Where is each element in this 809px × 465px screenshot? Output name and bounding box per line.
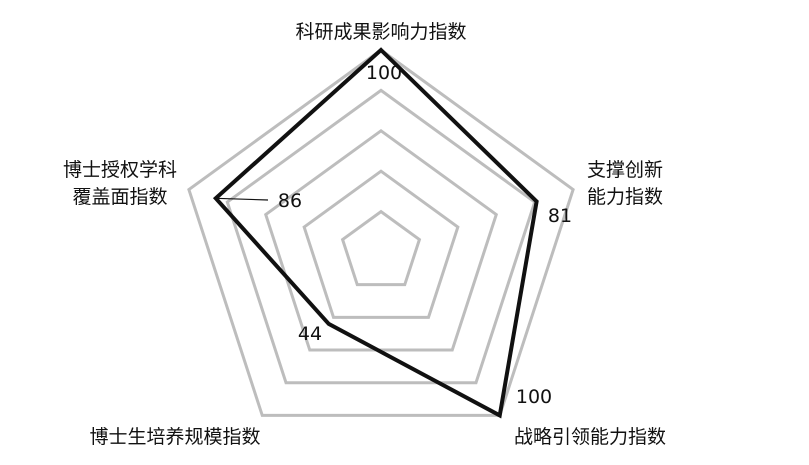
data-point-1 [535,199,539,203]
grid-ring-2 [302,169,460,319]
grid-ring-1 [340,209,422,287]
axis-label-0: 科研成果影响力指数 [295,21,466,43]
value-label-4: 86 [278,190,302,212]
series-line [212,47,539,419]
leader-line [215,197,269,201]
value-label-2: 100 [516,386,552,408]
grid-ring-5 [187,48,575,417]
data-point-3 [327,322,331,326]
data-point-2 [498,413,502,417]
grid-ring-4 [225,88,537,385]
axis-label-2: 战略引领能力指数 [514,426,666,448]
value-label-0: 100 [366,62,402,84]
axis-label-1: 支撑创新能力指数 [587,159,663,208]
axis-label-3: 博士生培养规模指数 [89,426,260,448]
value-label-3: 44 [298,323,322,345]
data-point-0 [379,48,383,52]
axis-label-4: 博士授权学科覆盖面指数 [63,159,177,208]
value-label-1: 81 [548,205,572,227]
